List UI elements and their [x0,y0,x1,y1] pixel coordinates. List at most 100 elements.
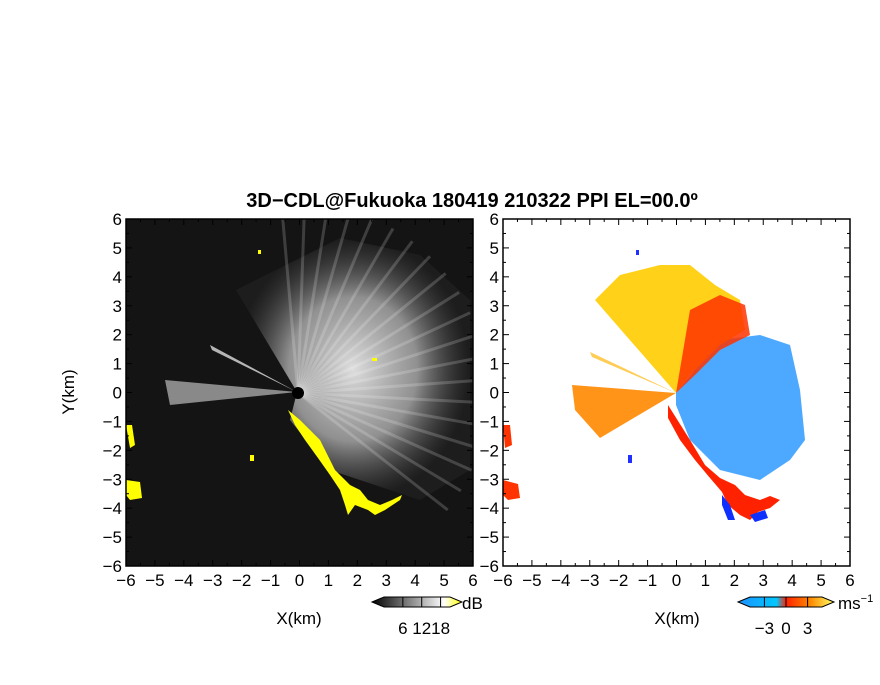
snr-y-tick-label: −6 [103,557,122,576]
velocity-x-tick-label: 2 [730,571,739,590]
velocity-colorbar-tick-label: 0 [781,619,790,638]
snr-beam-streak [296,227,395,394]
velocity-x-tick-label: 1 [701,571,710,590]
velocity-y-tick-label: −4 [480,499,499,518]
velocity-blue-edge-south [722,495,768,522]
snr-x-tick-label: −2 [232,571,251,590]
snr-beam-streak [297,391,462,493]
velocity-receding-region-north [595,265,745,393]
snr-x-tick-label: −4 [174,571,193,590]
velocity-y-tick-label: −1 [480,412,499,431]
velocity-y-tick-label: −6 [480,557,499,576]
snr-echo-nw-beam [210,345,297,392]
snr-x-tick-label: −3 [203,571,222,590]
snr-beam-streak [296,219,328,394]
snr-beam-streak [296,219,306,394]
velocity-receding-region-northeast [676,295,750,393]
velocity-y-tick-label: 3 [490,297,499,316]
snr-beam-streak [297,391,473,472]
velocity-colorbar-tick-label: 3 [803,619,812,638]
velocity-x-tick-label: 3 [759,571,768,590]
snr-y-tick-label: −1 [103,412,122,431]
snr-x-tick-label: 4 [410,571,419,590]
snr-x-tick-label: −1 [261,571,280,590]
velocity-x-tick-label: 5 [816,571,825,590]
velocity-nw-beam [590,352,676,393]
velocity-x-tick-label: 4 [787,571,796,590]
snr-beam-streak [297,272,447,395]
velocity-y-tick-label: 2 [490,326,499,345]
snr-yellow-clutter-ridge [288,410,402,515]
snr-colorbar-tick-label: 6 [398,619,407,638]
snr-x-tick-label: 0 [295,571,304,590]
snr-y-tick-label: 1 [113,355,122,374]
velocity-y-tick-label: −3 [480,470,499,489]
velocity-colorbar-unit: ms−1 [838,593,873,613]
snr-echo-west-wedge [165,380,297,405]
velocity-y-tick-label: 5 [490,239,499,258]
snr-x-tick-label: 1 [324,571,333,590]
snr-beam-streak [296,240,414,394]
snr-beam-streak [296,219,374,394]
snr-x-tick-label: −6 [116,571,135,590]
snr-yellow-west-edge [126,425,142,500]
snr-beam-streak [297,391,473,449]
chart-title: 3D−CDL@Fukuoka 180419 210322 PPI EL=00.0… [246,190,698,212]
velocity-colorbar-unit-exponent: −1 [861,593,874,605]
snr-x-tick-label: −5 [145,571,164,590]
snr-x-tick-label: 3 [382,571,391,590]
velocity-x-tick-label: −4 [551,571,570,590]
velocity-colorbar-tick-label: −3 [755,619,774,638]
snr-colorbar: 6 12 18 dB [370,594,483,638]
snr-x-axis-label: X(km) [276,609,321,628]
velocity-x-tick-label: −1 [638,571,657,590]
snr-beam-streak [297,291,460,395]
snr-y-tick-label: −4 [103,499,122,518]
snr-y-tick-label: −2 [103,441,122,460]
snr-beam-streak [297,391,473,404]
snr-y-tick-label: 2 [113,326,122,345]
radar-site-marker [292,387,304,399]
velocity-colorbar-unit-base: ms [838,594,861,613]
snr-y-tick-label: −3 [103,470,122,489]
velocity-x-tick-label: −3 [580,571,599,590]
snr-beam-streak [297,357,473,395]
y-axis-label: Y(km) [59,369,78,414]
snr-colorbar-tick-label: 18 [431,619,450,638]
snr-x-tick-label: 5 [439,571,448,590]
snr-y-tick-label: −5 [103,528,122,547]
snr-colorbar-bar [370,596,464,608]
velocity-x-axis-label: X(km) [654,609,699,628]
snr-beam-streak [297,391,473,426]
snr-x-tick-label: 6 [468,571,477,590]
snr-beam-streak [281,219,300,394]
velocity-y-tick-label: 0 [490,384,499,403]
velocity-colorbar-ticks: −3 0 3 [755,597,812,638]
snr-beam-streak [297,379,473,395]
velocity-x-tick-label: −6 [493,571,512,590]
snr-echo-main [236,238,470,500]
velocity-x-tick-label: 0 [672,571,681,590]
velocity-x-tick-label: −2 [609,571,628,590]
snr-beam-streak [297,311,471,395]
velocity-y-tick-label: −5 [480,528,499,547]
snr-colorbar-ticks: 6 12 18 [398,597,450,638]
snr-x-tick-label: 2 [353,571,362,590]
snr-beam-streak [296,219,350,394]
velocity-echo-layer [503,250,805,522]
velocity-west-edge-echo [503,425,520,500]
velocity-colorbar: −3 0 3 ms−1 [736,593,873,638]
velocity-x-tick-label: −5 [522,571,541,590]
snr-y-tick-label: 5 [113,239,122,258]
velocity-y-tick-label: 4 [490,268,499,287]
snr-beam-streak [296,255,432,395]
snr-y-tick-label: 6 [113,210,122,229]
velocity-approaching-region [676,335,805,480]
snr-colorbar-tick-label: 12 [412,619,431,638]
snr-rays [281,219,473,512]
velocity-y-tick-label: 1 [490,355,499,374]
